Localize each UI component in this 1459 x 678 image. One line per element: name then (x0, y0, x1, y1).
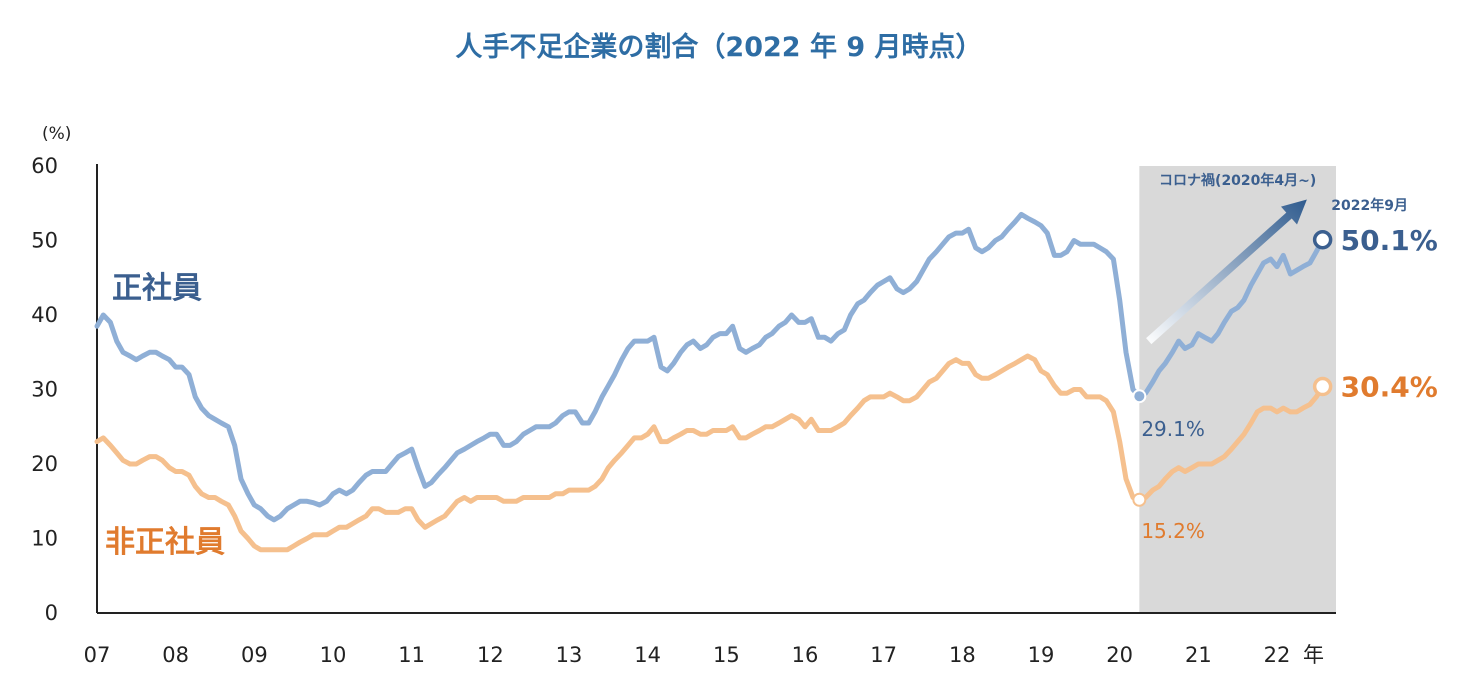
y-tick-label: 0 (45, 601, 58, 625)
x-tick-label: 07 (84, 643, 111, 667)
marker-nonregular-latest (1312, 376, 1333, 397)
x-tick-label: 10 (320, 643, 347, 667)
x-tick-label: 22 (1264, 643, 1291, 667)
annotation-regular-latest: 50.1% (1341, 224, 1438, 257)
x-tick-label: 18 (949, 643, 976, 667)
x-tick-label: 08 (162, 643, 189, 667)
annotation-regular-min: 29.1% (1141, 417, 1205, 441)
covid-shaded-region (1139, 166, 1336, 613)
x-tick-label: 12 (477, 643, 504, 667)
x-tick-label: 17 (870, 643, 897, 667)
y-tick-label: 30 (31, 378, 58, 402)
x-tick-label: 13 (556, 643, 583, 667)
chart-title: 人手不足企業の割合（2022 年 9 月時点） (455, 31, 982, 63)
x-tick-label: 21 (1185, 643, 1212, 667)
x-tick-label: 15 (713, 643, 740, 667)
x-tick-label: 20 (1106, 643, 1133, 667)
x-axis-unit-label: 年 (1303, 643, 1324, 667)
series-line-nonregular (94, 353, 1326, 553)
y-tick-label: 10 (31, 527, 58, 551)
marker-regular-latest (1312, 230, 1333, 250)
x-tick-label: 11 (398, 643, 425, 667)
marker-nonregular-min (1132, 492, 1147, 507)
y-tick-label: 20 (31, 452, 58, 476)
annotation-latest-date: 2022年9月 (1331, 197, 1408, 214)
covid-region-label: コロナ禍(2020年4月~) (1159, 172, 1316, 189)
series-line-regular (94, 211, 1326, 523)
annotation-nonregular-latest: 30.4% (1341, 371, 1438, 404)
trend-arrow (1146, 199, 1307, 345)
marker-regular-min (1132, 389, 1147, 404)
x-tick-label: 19 (1028, 643, 1055, 667)
series-label-regular: 正社員 (112, 271, 202, 306)
x-tick-label: 09 (241, 643, 268, 667)
y-tick-label: 40 (31, 303, 58, 327)
y-tick-label: 60 (31, 154, 58, 178)
x-tick-label: 14 (634, 643, 661, 667)
series-label-nonregular: 非正社員 (105, 525, 225, 560)
y-axis-unit: (%) (42, 124, 71, 144)
x-tick-label: 16 (792, 643, 819, 667)
y-tick-label: 50 (31, 229, 58, 253)
annotation-nonregular-min: 15.2% (1141, 519, 1205, 543)
